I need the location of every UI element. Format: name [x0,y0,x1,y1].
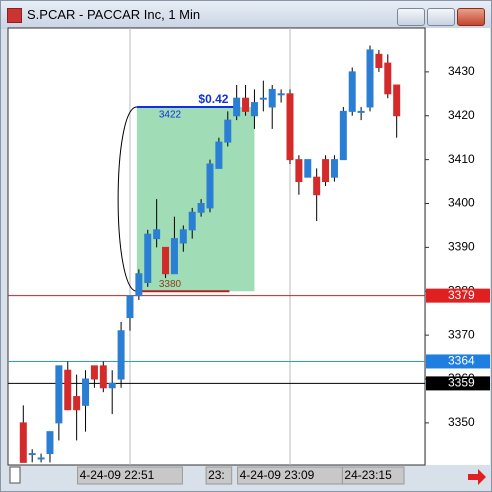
candle-body [28,453,36,456]
price-label-box [426,354,490,369]
x-tick-label: 24-23:15 [344,468,392,482]
candle-body [268,88,276,108]
price-label: 3359 [448,376,475,390]
candle-body [64,369,72,411]
time-label-box [205,466,233,485]
measure-start-label: 3380 [159,279,182,290]
window-title: S.PCAR - PACCAR Inc, 1 Min [27,7,201,22]
close-button[interactable] [457,8,485,26]
candle-body [224,119,232,143]
candle-body [206,163,214,209]
y-tick-label: 3430 [448,64,475,78]
candle-body [162,246,170,275]
app-icon [7,8,22,23]
candle-body [348,71,356,112]
candle-body [375,53,383,68]
candle-body [55,365,63,424]
candle-body [170,238,178,275]
title-bar: S.PCAR - PACCAR Inc, 1 Min [1,1,491,29]
candle-body [286,93,294,161]
candle-body [242,97,250,112]
candle-body [19,422,27,463]
candle-body [135,273,143,297]
scroll-arrow[interactable] [468,469,486,485]
y-tick-label: 3420 [448,108,475,122]
candle-body [82,378,90,406]
candle-body [197,203,205,213]
price-label-box [426,376,490,391]
price-axis-panel [426,28,490,465]
candle-body [108,382,116,389]
measure-end-label: 3422 [159,110,182,121]
candle-body [393,84,401,117]
measure-box [136,106,255,292]
candle-body [250,102,258,117]
y-tick-label: 3410 [448,152,475,166]
candle-body [330,159,338,178]
candle-body [322,159,330,183]
time-label-box [341,466,405,485]
measure-arc [117,106,138,292]
price-label-box [426,288,490,303]
candle-body [46,431,54,455]
maximize-button[interactable] [427,8,455,26]
minimize-button[interactable] [397,8,425,26]
candle-body [295,159,303,183]
price-label: 3379 [448,288,475,302]
candle-body [313,176,321,196]
candle-body [384,62,392,95]
candle-body [179,229,187,244]
candle-body [357,110,365,113]
price-label: 3364 [448,354,475,368]
scroll-box[interactable] [9,466,21,484]
candle-body [126,295,134,319]
x-tick-label: 4-24-09 23:09 [240,468,315,482]
measure-label: $0.42 [198,92,228,106]
candle-body [304,159,312,178]
candle-body [188,211,196,231]
x-tick-label: 23: [208,468,225,482]
candle-body [144,233,152,283]
candle-body [259,97,267,100]
candle-body [153,229,161,240]
y-tick-label: 3350 [448,415,475,429]
candle-body [277,93,285,96]
candle-body [339,110,347,161]
candle-body [117,330,125,380]
candle-body [99,365,107,389]
candle-body [366,49,374,108]
candle-body [215,141,223,169]
y-tick-label: 3390 [448,240,475,254]
candle-body [90,365,98,380]
time-label-box [77,466,183,485]
x-tick-label: 4-24-09 22:51 [80,468,155,482]
candle-body [233,97,241,117]
candle-body [73,396,81,411]
y-tick-label: 3400 [448,196,475,210]
candle-body [37,457,45,460]
y-tick-label: 3370 [448,327,475,341]
